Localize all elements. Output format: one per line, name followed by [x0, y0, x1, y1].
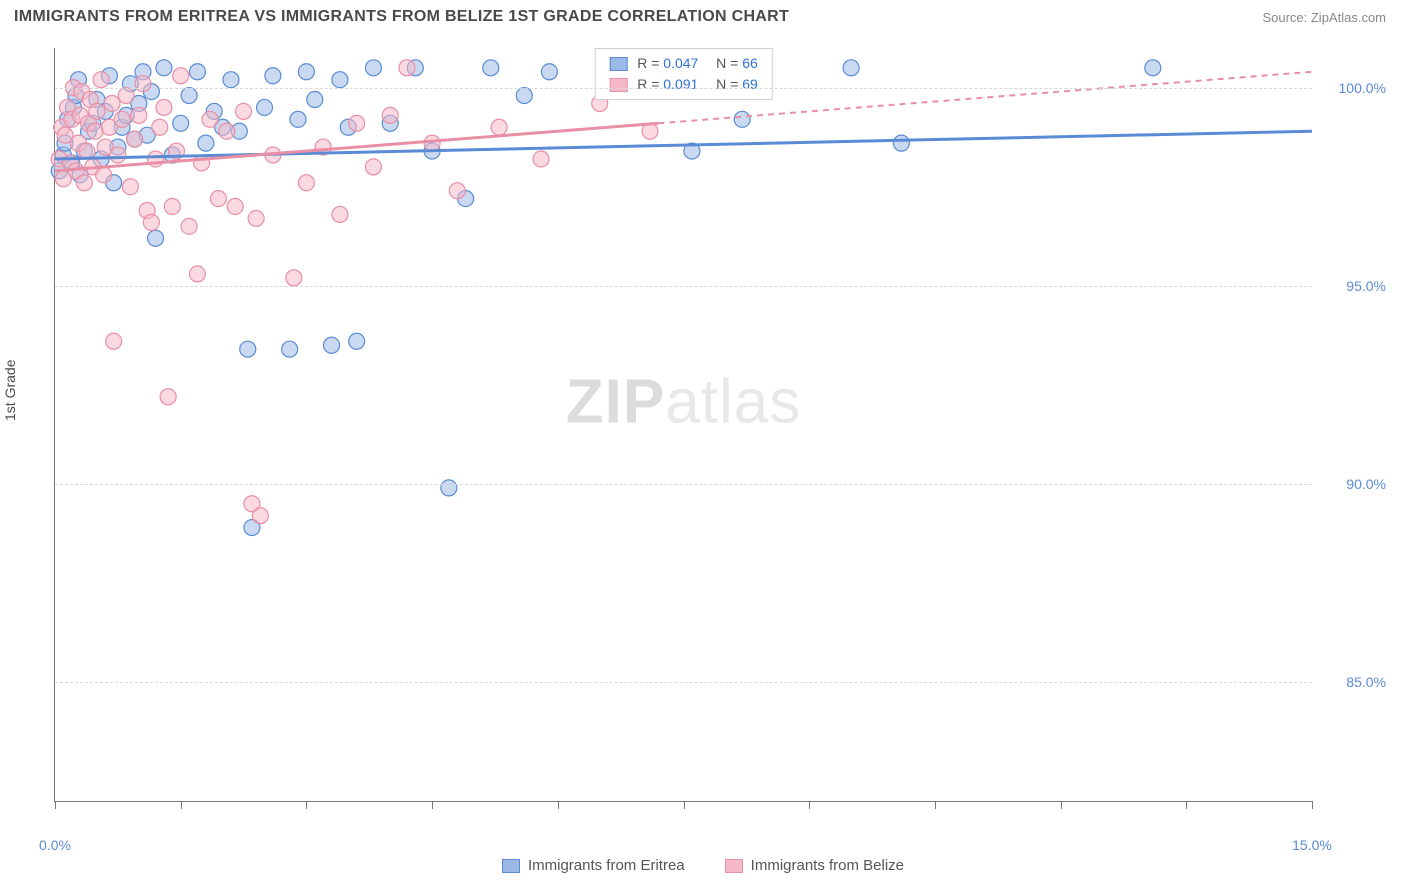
chart-header: IMMIGRANTS FROM ERITREA VS IMMIGRANTS FR… [0, 0, 1406, 30]
legend-label: Immigrants from Belize [751, 857, 904, 874]
swatch-belize [725, 859, 743, 873]
r-label: R = 0.047 [637, 53, 698, 74]
y-axis-label: 1st Grade [2, 360, 18, 421]
legend-label: Immigrants from Eritrea [528, 857, 685, 874]
chart-area: 1st Grade ZIPatlas R = 0.047 N = 66 R = … [14, 34, 1392, 832]
chart-source: Source: ZipAtlas.com [1262, 10, 1386, 25]
x-tick-label-start: 0.0% [39, 837, 71, 853]
x-tick-label-end: 15.0% [1292, 837, 1332, 853]
chart-title: IMMIGRANTS FROM ERITREA VS IMMIGRANTS FR… [14, 8, 789, 26]
swatch-eritrea [609, 57, 627, 71]
y-tick-label: 85.0% [1322, 674, 1386, 690]
stats-legend-row-belize: R = 0.091 N = 69 [609, 74, 758, 95]
y-tick-label: 100.0% [1322, 80, 1386, 96]
stats-legend: R = 0.047 N = 66 R = 0.091 N = 69 [594, 48, 773, 100]
r-label: R = 0.091 [637, 74, 698, 95]
stats-legend-row-eritrea: R = 0.047 N = 66 [609, 53, 758, 74]
n-label: N = 66 [708, 53, 757, 74]
bottom-legend: Immigrants from Eritrea Immigrants from … [0, 857, 1406, 874]
chart-svg [55, 48, 1312, 801]
plot-region: ZIPatlas R = 0.047 N = 66 R = 0.091 N = … [54, 48, 1312, 802]
y-tick-label: 90.0% [1322, 476, 1386, 492]
legend-item-eritrea: Immigrants from Eritrea [502, 857, 685, 874]
y-tick-label: 95.0% [1322, 278, 1386, 294]
swatch-eritrea [502, 859, 520, 873]
swatch-belize [609, 78, 627, 92]
legend-item-belize: Immigrants from Belize [725, 857, 904, 874]
n-label: N = 69 [708, 74, 757, 95]
